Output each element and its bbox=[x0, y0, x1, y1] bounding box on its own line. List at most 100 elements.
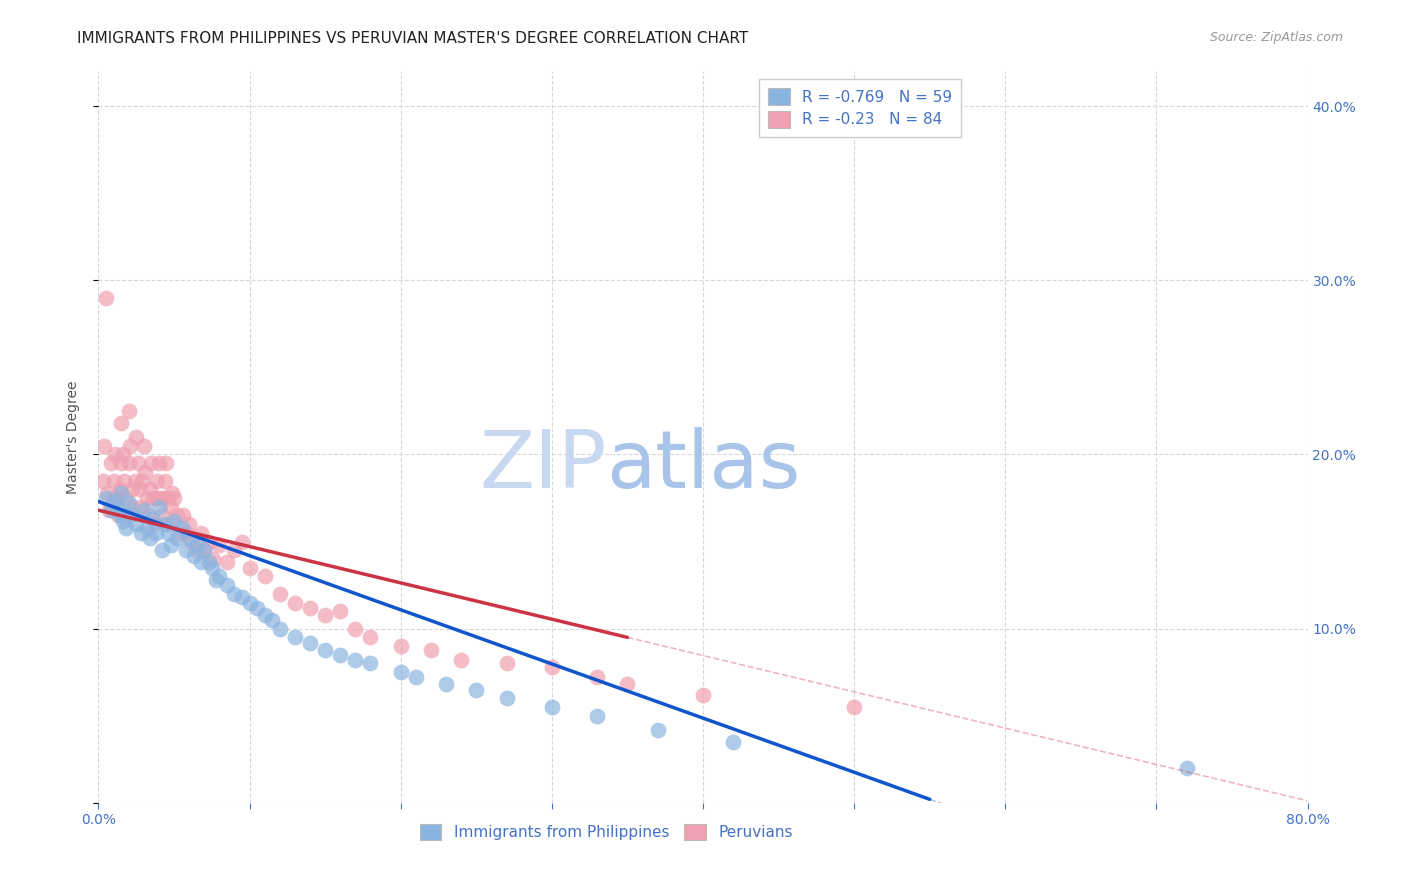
Point bbox=[208, 569, 231, 583]
Point bbox=[495, 691, 517, 706]
Point bbox=[114, 491, 136, 505]
Point bbox=[141, 456, 163, 470]
Point bbox=[389, 665, 412, 680]
Point bbox=[110, 456, 132, 470]
Point bbox=[163, 491, 186, 505]
Point bbox=[186, 538, 208, 552]
Point bbox=[166, 508, 188, 523]
Point bbox=[125, 517, 148, 532]
Point bbox=[193, 543, 215, 558]
Point bbox=[166, 531, 188, 545]
Point bbox=[314, 642, 336, 657]
Point bbox=[104, 448, 127, 462]
Point bbox=[120, 439, 142, 453]
Point bbox=[134, 465, 156, 479]
Point bbox=[344, 653, 367, 667]
Point bbox=[450, 653, 472, 667]
Point bbox=[197, 534, 219, 549]
Point bbox=[156, 525, 179, 540]
Point bbox=[253, 607, 276, 622]
Text: atlas: atlas bbox=[606, 427, 800, 506]
Point bbox=[107, 508, 129, 523]
Point bbox=[179, 531, 201, 545]
Point bbox=[129, 500, 152, 514]
Point bbox=[586, 670, 609, 684]
Point bbox=[299, 600, 322, 615]
Point bbox=[246, 600, 269, 615]
Point bbox=[540, 660, 562, 674]
Point bbox=[186, 543, 208, 558]
Point bbox=[262, 613, 284, 627]
Point bbox=[215, 556, 238, 570]
Point bbox=[156, 491, 179, 505]
Point bbox=[121, 507, 143, 521]
Point bbox=[586, 708, 609, 723]
Y-axis label: Master's Degree: Master's Degree bbox=[66, 380, 80, 494]
Point bbox=[253, 569, 276, 583]
Point bbox=[128, 483, 150, 497]
Point bbox=[118, 496, 141, 510]
Point bbox=[329, 648, 352, 662]
Point bbox=[114, 521, 136, 535]
Point bbox=[224, 587, 246, 601]
Point bbox=[239, 595, 262, 609]
Point bbox=[1175, 761, 1198, 775]
Point bbox=[145, 491, 167, 505]
Point bbox=[153, 474, 176, 488]
Point bbox=[181, 534, 204, 549]
Point bbox=[201, 560, 224, 574]
Point bbox=[148, 456, 170, 470]
Point bbox=[125, 430, 148, 444]
Point bbox=[111, 514, 134, 528]
Point bbox=[94, 291, 117, 305]
Point bbox=[844, 700, 866, 714]
Point bbox=[616, 677, 638, 691]
Point bbox=[118, 404, 141, 418]
Point bbox=[155, 456, 177, 470]
Point bbox=[112, 474, 135, 488]
Point bbox=[105, 491, 128, 505]
Point bbox=[150, 543, 173, 558]
Point bbox=[115, 508, 138, 523]
Point bbox=[231, 591, 253, 605]
Point bbox=[495, 657, 517, 671]
Point bbox=[103, 494, 125, 508]
Point bbox=[284, 631, 307, 645]
Point bbox=[131, 474, 153, 488]
Point bbox=[118, 456, 141, 470]
Point bbox=[103, 491, 125, 505]
Point bbox=[135, 491, 157, 505]
Point bbox=[360, 657, 382, 671]
Point bbox=[169, 525, 191, 540]
Point bbox=[111, 448, 134, 462]
Point bbox=[110, 416, 132, 430]
Point bbox=[136, 508, 159, 523]
Point bbox=[208, 538, 231, 552]
Point bbox=[190, 556, 212, 570]
Point bbox=[284, 595, 307, 609]
Point bbox=[190, 525, 212, 540]
Point bbox=[146, 474, 169, 488]
Point bbox=[224, 543, 246, 558]
Point bbox=[153, 517, 176, 532]
Point bbox=[145, 525, 167, 540]
Point bbox=[344, 622, 367, 636]
Point bbox=[152, 491, 174, 505]
Point bbox=[135, 521, 157, 535]
Point bbox=[105, 500, 128, 514]
Text: IMMIGRANTS FROM PHILIPPINES VS PERUVIAN MASTER'S DEGREE CORRELATION CHART: IMMIGRANTS FROM PHILIPPINES VS PERUVIAN … bbox=[77, 31, 748, 46]
Point bbox=[360, 631, 382, 645]
Point bbox=[139, 531, 162, 545]
Point bbox=[143, 517, 166, 532]
Point bbox=[149, 491, 172, 505]
Point bbox=[110, 485, 132, 500]
Point bbox=[132, 503, 155, 517]
Point bbox=[159, 517, 181, 532]
Point bbox=[239, 560, 262, 574]
Point bbox=[101, 500, 124, 514]
Point bbox=[127, 456, 149, 470]
Point bbox=[540, 700, 562, 714]
Point bbox=[142, 512, 165, 526]
Point bbox=[231, 534, 253, 549]
Point bbox=[269, 622, 291, 636]
